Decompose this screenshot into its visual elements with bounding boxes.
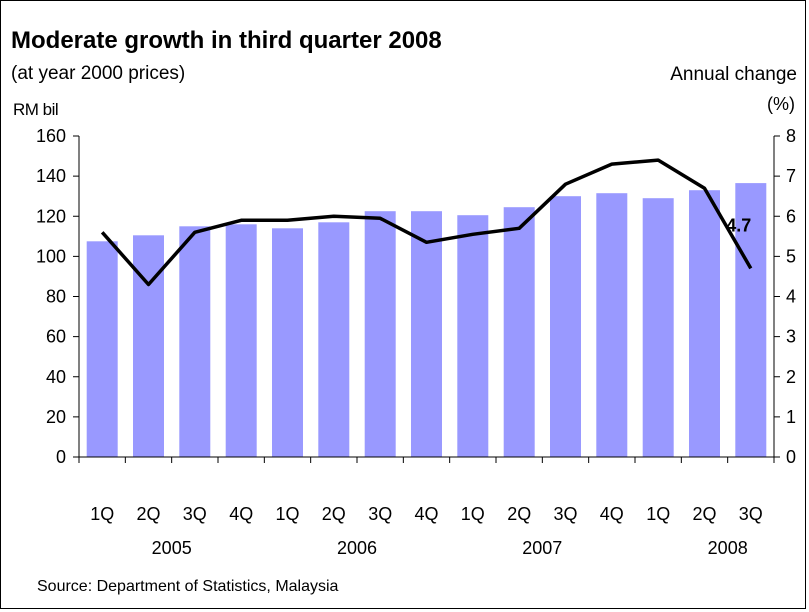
right-tick-label: 5 (786, 246, 796, 266)
left-axis-unit: RM bil (13, 100, 59, 119)
right-tick-label: 6 (786, 206, 796, 226)
source-note: Source: Department of Statistics, Malays… (37, 578, 339, 595)
x-tick-label: 2Q (692, 504, 716, 524)
bar (689, 190, 720, 457)
left-tick-label: 40 (46, 367, 66, 387)
year-label: 2008 (708, 538, 748, 558)
right-tick-label: 3 (786, 327, 796, 347)
right-tick-label: 2 (786, 367, 796, 387)
left-tick-label: 100 (36, 246, 66, 266)
x-tick-label: 1Q (90, 504, 114, 524)
year-label: 2007 (522, 538, 562, 558)
left-tick-label: 60 (46, 327, 66, 347)
right-tick-label: 0 (786, 447, 796, 467)
bar (457, 215, 489, 457)
x-tick-label: 1Q (275, 504, 299, 524)
x-tick-label: 3Q (368, 504, 392, 524)
year-label: 2005 (152, 538, 192, 558)
bar (318, 222, 350, 457)
left-tick-label: 120 (36, 206, 66, 226)
left-tick-label: 0 (56, 447, 66, 467)
x-tick-label: 2Q (136, 504, 160, 524)
bar (596, 193, 628, 457)
x-tick-label: 2Q (507, 504, 531, 524)
x-tick-label: 3Q (553, 504, 577, 524)
bar (133, 235, 164, 457)
bar (642, 198, 674, 457)
bar (550, 196, 581, 457)
x-tick-label: 1Q (461, 504, 485, 524)
x-tick-label: 4Q (600, 504, 624, 524)
right-axis-unit: (%) (767, 94, 795, 114)
bar (364, 211, 396, 457)
bar (179, 226, 211, 457)
bar (735, 183, 767, 457)
x-tick-label: 1Q (646, 504, 670, 524)
bar (503, 207, 535, 457)
x-tick-label: 4Q (229, 504, 253, 524)
x-tick-label: 2Q (322, 504, 346, 524)
x-tick-label: 3Q (739, 504, 763, 524)
x-tick-label: 4Q (414, 504, 438, 524)
right-tick-label: 8 (786, 126, 796, 146)
data-label: 4.7 (726, 215, 751, 235)
bar (86, 241, 118, 457)
left-tick-label: 80 (46, 287, 66, 307)
bar (272, 228, 303, 457)
left-tick-label: 140 (36, 166, 66, 186)
left-tick-label: 160 (36, 126, 66, 146)
bar (411, 211, 442, 457)
annual-change-line (100, 158, 753, 287)
x-tick-label: 3Q (183, 504, 207, 524)
right-tick-label: 4 (786, 287, 796, 307)
chart-title: Moderate growth in third quarter 2008 (11, 27, 442, 54)
year-label: 2006 (337, 538, 377, 558)
chart-subtitle: (at year 2000 prices) (11, 63, 186, 84)
bar (225, 224, 257, 457)
right-axis-title: Annual change (670, 64, 797, 85)
right-tick-label: 1 (786, 407, 796, 427)
left-tick-label: 20 (46, 407, 66, 427)
right-tick-label: 7 (786, 166, 796, 186)
